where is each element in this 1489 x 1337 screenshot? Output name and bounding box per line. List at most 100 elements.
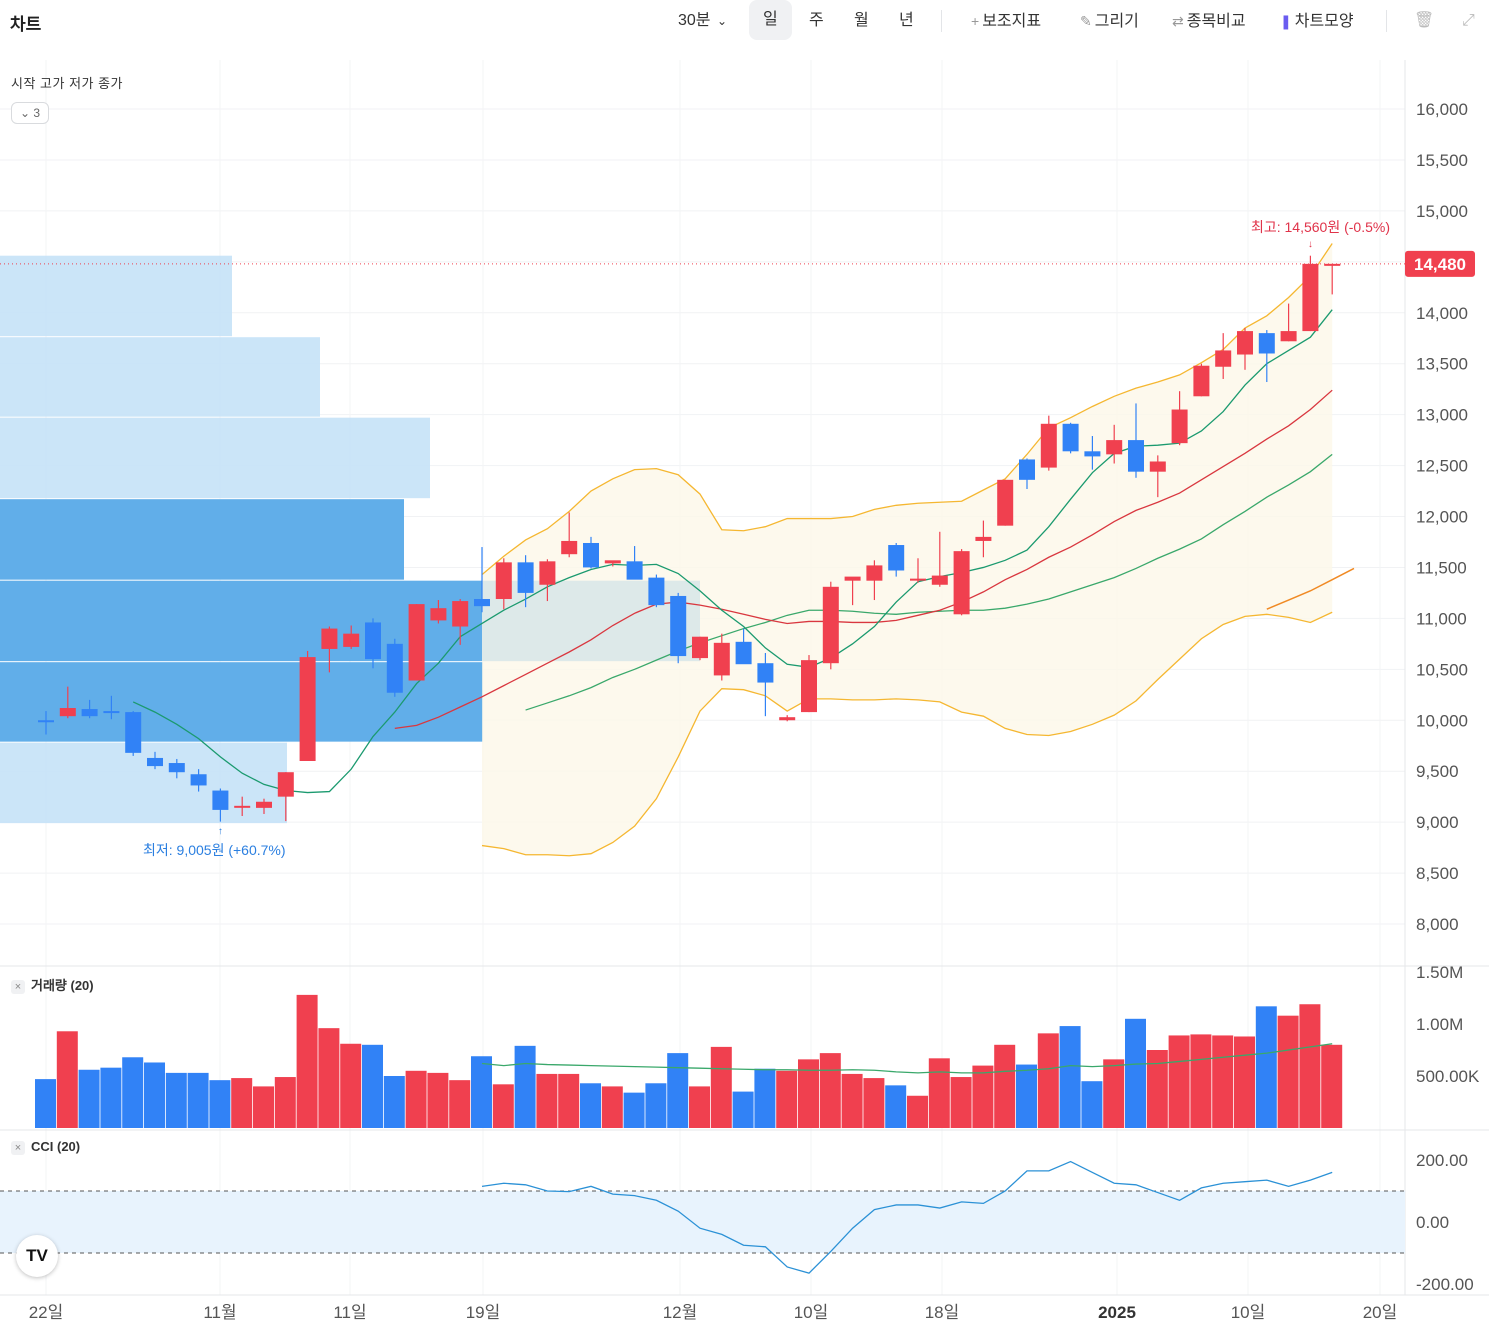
y-tick-label: 8,500 [1416, 864, 1459, 883]
candle-body [910, 578, 926, 581]
pencil-icon: ✎ [1080, 13, 1092, 29]
volume-bar [1255, 1006, 1277, 1128]
volume-bar [492, 1084, 514, 1128]
ohlc-legend: 시작 고가 저가 종가 [11, 76, 124, 91]
cci-line [481, 1160, 1333, 1274]
legend-count: 3 [33, 106, 41, 120]
draw-button[interactable]: ✎ 그리기 [1080, 8, 1139, 34]
volume-bar [1190, 1034, 1212, 1128]
y-tick-label: 16,000 [1416, 100, 1468, 119]
volume-bar [885, 1085, 907, 1128]
volume-bar [122, 1057, 144, 1128]
volume-bar [209, 1080, 231, 1128]
volume-bar [863, 1078, 885, 1128]
volume-bar [1037, 1033, 1059, 1128]
tradingview-logo[interactable]: TV [16, 1235, 58, 1277]
volume-bar [1321, 1044, 1343, 1128]
ma60-line [525, 453, 1333, 711]
volume-bar [383, 1076, 405, 1128]
candle-body [430, 608, 447, 621]
x-tick-label: 11일 [333, 1303, 366, 1322]
indicator-button[interactable]: + 보조지표 [971, 8, 1041, 34]
candle-body [931, 575, 948, 585]
chevron-down-icon: ⌄ [19, 106, 31, 120]
expand-icon[interactable]: ⤢ [1462, 12, 1475, 29]
last-price-label: 14,480 [1414, 255, 1466, 274]
candle-body [735, 641, 752, 665]
compare-button[interactable]: ⇄ 종목비교 [1172, 8, 1246, 34]
candle-body [168, 763, 185, 773]
tab-period-day[interactable]: 일 [749, 0, 792, 40]
chart-style-button[interactable]: ❚ 차트모양 [1280, 8, 1354, 34]
candle-body [1149, 461, 1166, 472]
x-tick-label: 22일 [29, 1303, 64, 1322]
volume-bar [1299, 1004, 1321, 1128]
volume-y-tick-label: 1.50M [1416, 963, 1463, 982]
volume-bar [1016, 1064, 1037, 1128]
candle-body [648, 577, 665, 606]
candle-body [626, 561, 643, 580]
candle-body [1019, 459, 1035, 480]
ma20-line [394, 389, 1333, 730]
cci-band-fill [0, 1191, 1405, 1253]
candle-body [713, 642, 730, 676]
top-toolbar: 차트 30분 ⌄ 일 주 월 년 + 보조지표 ✎ 그리기 ⇄ 종목비교 ❚ 차트모양 … [0, 0, 1489, 42]
volume-bar [776, 1070, 798, 1128]
candle-body [757, 663, 774, 683]
candle-body [1215, 350, 1232, 367]
candle-body [321, 628, 338, 649]
y-tick-label: 11,000 [1416, 609, 1467, 628]
cci-y-tick-label: 200.00 [1416, 1151, 1468, 1170]
plus-icon: + [971, 13, 980, 29]
x-tick-label: 19일 [466, 1303, 501, 1322]
candle-body [234, 805, 251, 808]
candle-body [866, 565, 883, 581]
volume-bar [754, 1068, 776, 1128]
candle-body [452, 601, 469, 627]
last-price-badge [1405, 250, 1475, 277]
toolbar-divider [1386, 10, 1387, 32]
volume-bar [340, 1043, 362, 1128]
candle-body [190, 774, 207, 786]
trash-icon[interactable]: 🗑 [1414, 12, 1435, 29]
candle-body [38, 720, 54, 723]
close-icon[interactable]: × [11, 1141, 25, 1155]
volume-bar [1277, 1015, 1299, 1128]
tab-period-week[interactable]: 주 [809, 12, 824, 29]
volume-bar [253, 1086, 274, 1128]
volume-bar [1168, 1035, 1190, 1128]
volume-bar [928, 1058, 950, 1128]
y-tick-label: 14,000 [1416, 304, 1468, 323]
volume-bar [950, 1077, 972, 1128]
candle-body [1171, 409, 1188, 444]
indicator-label: 보조지표 [982, 13, 1042, 30]
y-tick-label: 12,000 [1416, 508, 1468, 527]
candle-body [517, 562, 534, 593]
x-tick-label: 11월 [203, 1303, 236, 1322]
x-tick-label: 12월 [663, 1303, 698, 1322]
y-tick-label: 9,500 [1416, 762, 1459, 781]
volume-bar [405, 1070, 427, 1128]
y-tick-label: 10,000 [1416, 711, 1468, 730]
ma120-line [1266, 567, 1355, 610]
candle-body [583, 542, 599, 568]
volume-bar [78, 1069, 100, 1128]
volume-profile-bar [0, 255, 232, 337]
x-tick-label: 18일 [925, 1303, 960, 1322]
candle-body [997, 479, 1014, 526]
tab-period-month[interactable]: 월 [854, 12, 869, 29]
candle-body [692, 636, 708, 659]
x-tick-label: 20일 [1363, 1303, 1398, 1322]
close-icon[interactable]: × [11, 980, 25, 994]
volume-bar [144, 1062, 165, 1128]
candle-body [604, 560, 621, 564]
interval-dropdown[interactable]: 30분 ⌄ [678, 8, 727, 34]
volume-bar [972, 1065, 994, 1128]
candle-body [408, 604, 425, 681]
tab-period-year[interactable]: 년 [899, 12, 914, 29]
y-tick-label: 9,000 [1416, 813, 1459, 832]
volume-bar [601, 1086, 623, 1128]
legend-collapse-button[interactable]: ⌄ 3 [11, 102, 49, 124]
bollinger-upper-line [481, 243, 1333, 576]
